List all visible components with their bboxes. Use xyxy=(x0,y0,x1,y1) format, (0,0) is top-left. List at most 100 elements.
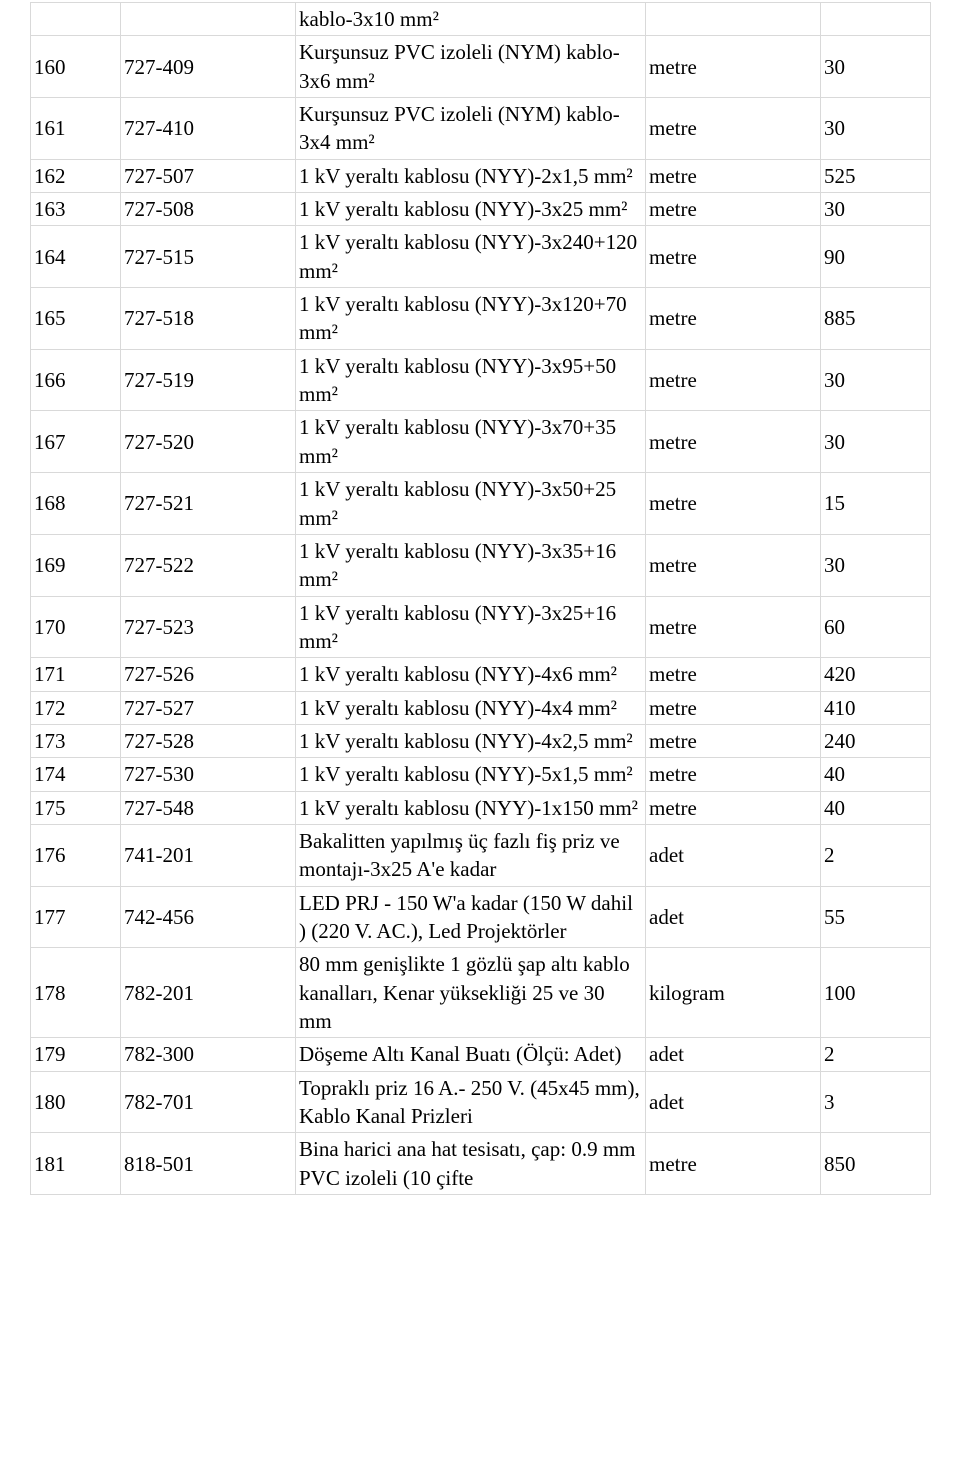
table-row: 179782-300Döşeme Altı Kanal Buatı (Ölçü:… xyxy=(31,1038,931,1071)
cell-c2: 818-501 xyxy=(121,1133,296,1195)
table-row: 162727-5071 kV yeraltı kablosu (NYY)-2x1… xyxy=(31,159,931,192)
cell-c2: 727-518 xyxy=(121,288,296,350)
cell-c2: 782-701 xyxy=(121,1071,296,1133)
cell-c5: 30 xyxy=(821,98,931,160)
cell-c4: metre xyxy=(646,349,821,411)
cell-c2: 727-410 xyxy=(121,98,296,160)
table-row: 165727-5181 kV yeraltı kablosu (NYY)-3x1… xyxy=(31,288,931,350)
cell-c3: 1 kV yeraltı kablosu (NYY)-5x1,5 mm² xyxy=(296,758,646,791)
cell-c3: Kurşunsuz PVC izoleli (NYM) kablo-3x4 mm… xyxy=(296,98,646,160)
cell-c2: 727-520 xyxy=(121,411,296,473)
cell-c1: 175 xyxy=(31,791,121,824)
cell-c1: 162 xyxy=(31,159,121,192)
cell-c2: 741-201 xyxy=(121,824,296,886)
table-row: 167727-5201 kV yeraltı kablosu (NYY)-3x7… xyxy=(31,411,931,473)
cell-c2: 727-527 xyxy=(121,691,296,724)
cell-c4: metre xyxy=(646,596,821,658)
cell-c1: 170 xyxy=(31,596,121,658)
cell-c2: 742-456 xyxy=(121,886,296,948)
cell-c5: 30 xyxy=(821,193,931,226)
cell-c2: 727-508 xyxy=(121,193,296,226)
cell-c5: 60 xyxy=(821,596,931,658)
cell-c4: metre xyxy=(646,724,821,757)
cell-c1: 163 xyxy=(31,193,121,226)
cell-c3: Bina harici ana hat tesisatı, çap: 0.9 m… xyxy=(296,1133,646,1195)
cell-c3: 1 kV yeraltı kablosu (NYY)-3x70+35 mm² xyxy=(296,411,646,473)
table-row: 174727-5301 kV yeraltı kablosu (NYY)-5x1… xyxy=(31,758,931,791)
cell-c4: metre xyxy=(646,1133,821,1195)
table-row: 160727-409Kurşunsuz PVC izoleli (NYM) ka… xyxy=(31,36,931,98)
cell-c2: 727-507 xyxy=(121,159,296,192)
cell-c1: 181 xyxy=(31,1133,121,1195)
cell-c5: 30 xyxy=(821,349,931,411)
cell-c5: 410 xyxy=(821,691,931,724)
cell-c3: 1 kV yeraltı kablosu (NYY)-4x4 mm² xyxy=(296,691,646,724)
cell-c4: metre xyxy=(646,758,821,791)
table-row: 164727-5151 kV yeraltı kablosu (NYY)-3x2… xyxy=(31,226,931,288)
cell-c3: 1 kV yeraltı kablosu (NYY)-3x50+25 mm² xyxy=(296,473,646,535)
cell-c4 xyxy=(646,3,821,36)
cell-c2: 727-521 xyxy=(121,473,296,535)
table-row: 175727-5481 kV yeraltı kablosu (NYY)-1x1… xyxy=(31,791,931,824)
table-row: 163727-5081 kV yeraltı kablosu (NYY)-3x2… xyxy=(31,193,931,226)
cell-c5: 30 xyxy=(821,36,931,98)
cell-c4: metre xyxy=(646,36,821,98)
cell-c4: metre xyxy=(646,159,821,192)
table-row: 168727-5211 kV yeraltı kablosu (NYY)-3x5… xyxy=(31,473,931,535)
cell-c3: 1 kV yeraltı kablosu (NYY)-3x35+16 mm² xyxy=(296,534,646,596)
table-row: 178782-20180 mm genişlikte 1 gözlü şap a… xyxy=(31,948,931,1038)
cell-c1: 173 xyxy=(31,724,121,757)
cell-c5: 885 xyxy=(821,288,931,350)
cell-c4: metre xyxy=(646,473,821,535)
cell-c5: 30 xyxy=(821,534,931,596)
cell-c3: 1 kV yeraltı kablosu (NYY)-3x120+70 mm² xyxy=(296,288,646,350)
table-row: 166727-5191 kV yeraltı kablosu (NYY)-3x9… xyxy=(31,349,931,411)
cell-c3: kablo-3x10 mm² xyxy=(296,3,646,36)
cell-c4: metre xyxy=(646,534,821,596)
cell-c1: 174 xyxy=(31,758,121,791)
cell-c1: 179 xyxy=(31,1038,121,1071)
table-row: 169727-5221 kV yeraltı kablosu (NYY)-3x3… xyxy=(31,534,931,596)
cell-c4: metre xyxy=(646,193,821,226)
cell-c1: 166 xyxy=(31,349,121,411)
cell-c4: metre xyxy=(646,288,821,350)
cell-c2: 727-409 xyxy=(121,36,296,98)
cell-c2: 782-300 xyxy=(121,1038,296,1071)
cell-c3: 1 kV yeraltı kablosu (NYY)-1x150 mm² xyxy=(296,791,646,824)
table-row: 161727-410Kurşunsuz PVC izoleli (NYM) ka… xyxy=(31,98,931,160)
cell-c5: 2 xyxy=(821,824,931,886)
cell-c2: 727-528 xyxy=(121,724,296,757)
cell-c1: 164 xyxy=(31,226,121,288)
cell-c1: 178 xyxy=(31,948,121,1038)
cell-c3: 1 kV yeraltı kablosu (NYY)-3x25 mm² xyxy=(296,193,646,226)
table-row: 181818-501Bina harici ana hat tesisatı, … xyxy=(31,1133,931,1195)
cell-c1: 160 xyxy=(31,36,121,98)
cell-c5: 3 xyxy=(821,1071,931,1133)
cell-c1: 161 xyxy=(31,98,121,160)
cell-c2: 782-201 xyxy=(121,948,296,1038)
cell-c5 xyxy=(821,3,931,36)
cell-c4: kilogram xyxy=(646,948,821,1038)
cell-c3: 80 mm genişlikte 1 gözlü şap altı kablo … xyxy=(296,948,646,1038)
table-row: 172727-5271 kV yeraltı kablosu (NYY)-4x4… xyxy=(31,691,931,724)
cell-c1: 177 xyxy=(31,886,121,948)
cell-c4: metre xyxy=(646,98,821,160)
cell-c5: 40 xyxy=(821,791,931,824)
cell-c4: metre xyxy=(646,691,821,724)
cell-c1: 165 xyxy=(31,288,121,350)
cell-c5: 15 xyxy=(821,473,931,535)
cell-c5: 420 xyxy=(821,658,931,691)
cell-c2: 727-519 xyxy=(121,349,296,411)
cell-c2: 727-523 xyxy=(121,596,296,658)
cell-c2: 727-530 xyxy=(121,758,296,791)
cell-c1: 176 xyxy=(31,824,121,886)
cell-c3: Kurşunsuz PVC izoleli (NYM) kablo-3x6 mm… xyxy=(296,36,646,98)
cell-c5: 525 xyxy=(821,159,931,192)
cell-c3: 1 kV yeraltı kablosu (NYY)-3x25+16 mm² xyxy=(296,596,646,658)
cell-c3: 1 kV yeraltı kablosu (NYY)-3x95+50 mm² xyxy=(296,349,646,411)
table-row: 180782-701Topraklı priz 16 A.- 250 V. (4… xyxy=(31,1071,931,1133)
cell-c4: metre xyxy=(646,791,821,824)
cell-c5: 2 xyxy=(821,1038,931,1071)
cell-c1: 180 xyxy=(31,1071,121,1133)
cell-c3: 1 kV yeraltı kablosu (NYY)-4x6 mm² xyxy=(296,658,646,691)
